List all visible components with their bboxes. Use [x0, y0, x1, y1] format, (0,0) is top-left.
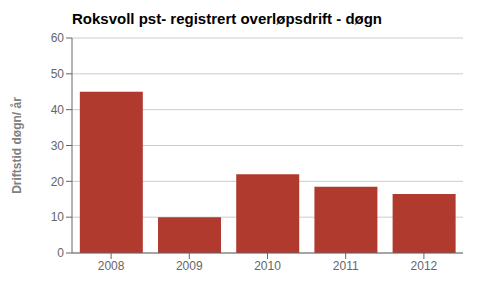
svg-text:50: 50: [51, 67, 65, 81]
svg-text:Driftstid døgn/ år: Driftstid døgn/ år: [10, 97, 24, 194]
svg-text:60: 60: [51, 31, 65, 45]
svg-text:10: 10: [51, 210, 65, 224]
svg-text:20: 20: [51, 175, 65, 189]
html-text:Roksvoll pst- registrert overl: Roksvoll pst- registrert overløpsdrift -…: [72, 10, 382, 27]
svg-text:2010: 2010: [254, 259, 281, 273]
svg-text:30: 30: [51, 139, 65, 153]
svg-text:2012: 2012: [411, 259, 438, 273]
svg-text:0: 0: [57, 246, 64, 260]
svg-text:40: 40: [51, 103, 65, 117]
svg-text:2009: 2009: [176, 259, 203, 273]
svg-text:2011: 2011: [333, 259, 359, 273]
svg-text:2008: 2008: [98, 259, 125, 273]
